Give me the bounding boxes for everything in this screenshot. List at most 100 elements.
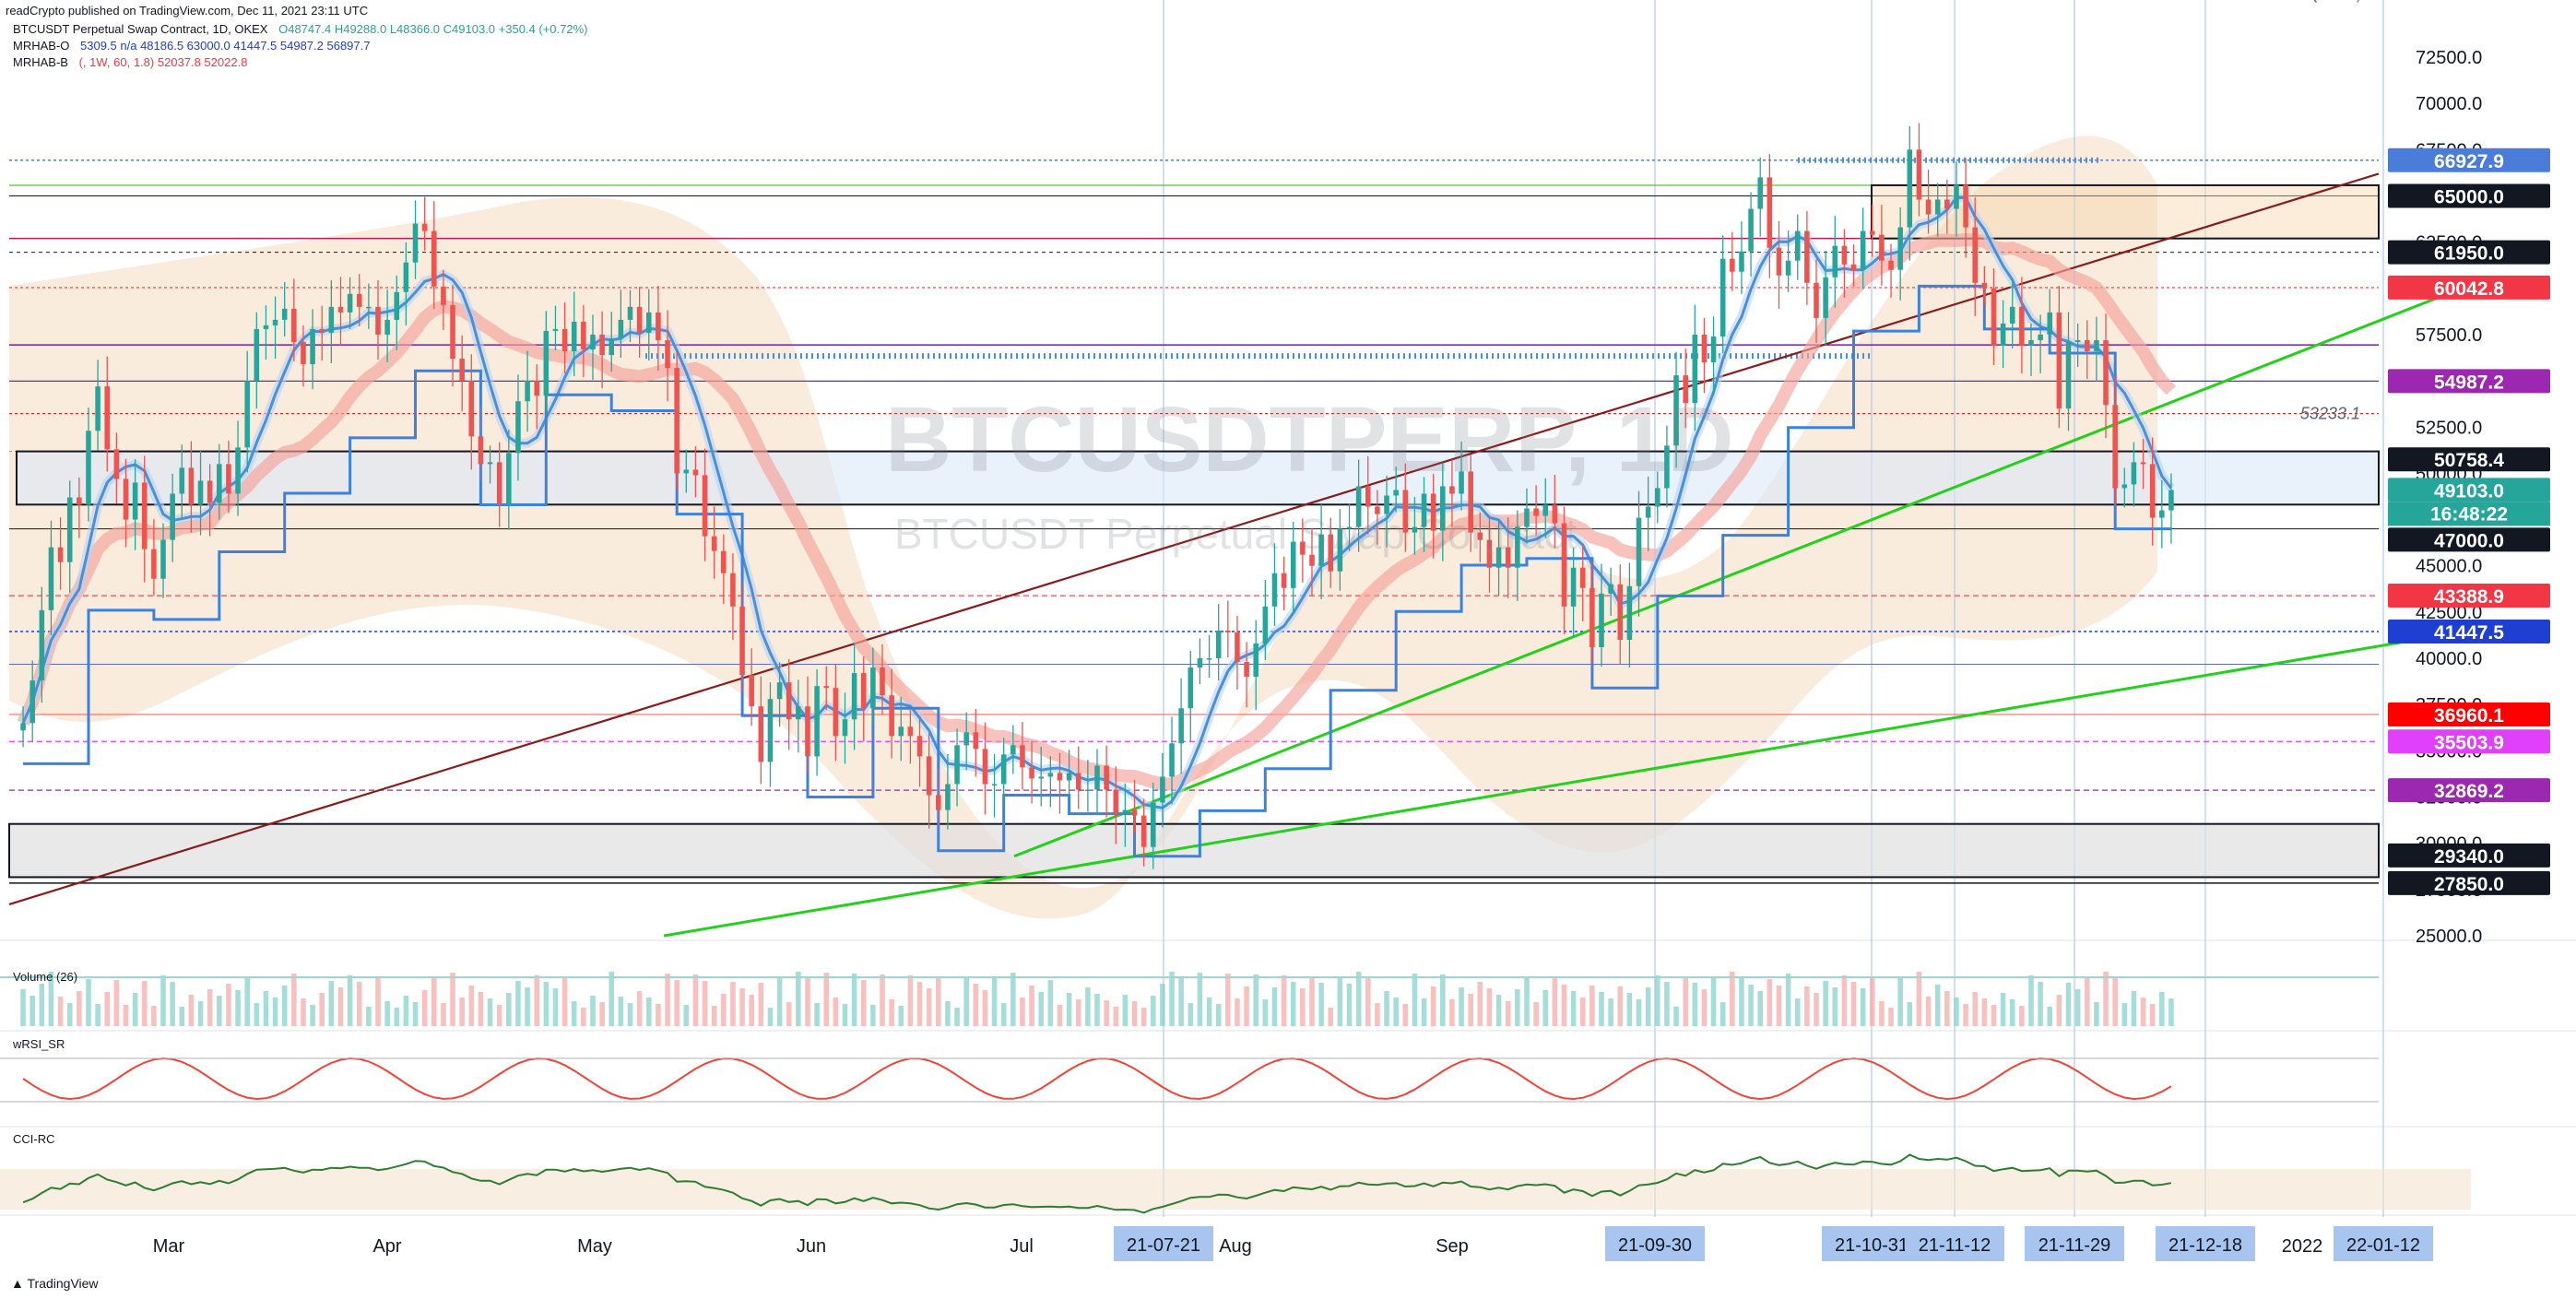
candle-body xyxy=(1402,490,1409,533)
volume-bar xyxy=(2131,991,2137,1026)
volume-bar xyxy=(1169,972,1175,1026)
candles xyxy=(20,123,2174,869)
volume-bar xyxy=(823,973,830,1026)
candle-body xyxy=(1991,288,1997,346)
candle-body xyxy=(1505,547,1511,568)
candle-body xyxy=(590,334,596,349)
candle-body xyxy=(1701,334,1707,363)
price-label-text: 65000.0 xyxy=(2434,186,2504,207)
volume-bar xyxy=(1944,991,1950,1026)
volume-bar xyxy=(1235,998,1240,1026)
volume-bar xyxy=(796,972,801,1026)
candle-body xyxy=(1850,264,1857,270)
volume-bar xyxy=(48,972,54,1026)
candle-body xyxy=(1832,245,1838,278)
volume-bar xyxy=(1328,1008,1334,1026)
price-label-text: 49103.0 xyxy=(2434,480,2504,502)
candle-body xyxy=(1253,644,1258,678)
symbol-legend[interactable]: BTCUSDT Perpetual Swap Contract, 1D, OKE… xyxy=(13,22,596,36)
candle-body xyxy=(1570,567,1577,607)
volume-bar xyxy=(590,996,596,1026)
highlighted-date-label: 21-11-29 xyxy=(2038,1235,2111,1256)
volume-bar xyxy=(1468,994,1473,1026)
volume-bar xyxy=(1140,1008,1147,1026)
volume-bar xyxy=(1907,1002,1913,1026)
volume-bar xyxy=(337,987,344,1026)
volume-bar xyxy=(515,981,521,1026)
volume-bar xyxy=(487,998,493,1026)
candle-body xyxy=(132,482,138,520)
highlighted-date-label: 22-01-12 xyxy=(2346,1235,2420,1256)
candle-body xyxy=(805,706,810,757)
candle-body xyxy=(1029,767,1034,779)
candle-body xyxy=(1262,606,1269,644)
level-value-label: (51187.6) xyxy=(2314,0,2360,3)
candle-body xyxy=(1057,773,1063,781)
volume-bar xyxy=(141,981,148,1026)
volume-bar xyxy=(1440,974,1446,1026)
volume-bar xyxy=(721,994,727,1026)
price-label-text: 66927.9 xyxy=(2434,151,2504,172)
volume-bar xyxy=(1290,982,1296,1026)
source-line: readCrypto published on TradingView.com,… xyxy=(6,4,369,18)
candle-body xyxy=(2149,464,2156,518)
candle-body xyxy=(1579,567,1586,588)
candle-body xyxy=(1972,227,1978,283)
price-label-box xyxy=(2388,620,2550,644)
price-label-box xyxy=(2388,275,2550,300)
watermark-ticker: BTCUSDTPERP, 1D xyxy=(885,388,1734,491)
volume-bar xyxy=(945,1001,951,1026)
volume-bar xyxy=(1552,978,1558,1026)
candle-body xyxy=(1925,199,1932,215)
volume-bar xyxy=(1029,986,1034,1026)
candle-body xyxy=(1757,177,1764,209)
watermark-description: BTCUSDT Perpetual Swap Contract xyxy=(894,510,1578,558)
volume-bar xyxy=(1215,1004,1222,1026)
volume-bar xyxy=(1767,979,1773,1026)
candle-body xyxy=(543,330,549,396)
time-axis-label: Apr xyxy=(372,1236,401,1257)
volume-bar xyxy=(2121,1003,2128,1026)
candle-body xyxy=(1131,809,1138,816)
volume-bar xyxy=(1375,1003,1380,1026)
candle-body xyxy=(1169,743,1175,777)
candle-body xyxy=(823,686,830,689)
volume-bar xyxy=(1495,995,1502,1026)
volume-bar xyxy=(2094,1002,2099,1026)
volume-bar xyxy=(1589,986,1595,1026)
volume-bar xyxy=(1850,982,1857,1026)
candle-body xyxy=(1430,493,1436,531)
candle-body xyxy=(1375,506,1380,514)
candle-body xyxy=(880,667,885,696)
candle-body xyxy=(207,480,213,503)
volume-bar xyxy=(1094,994,1100,1026)
indicator-legend-mrhab-o[interactable]: MRHAB-O 5309.5 n/a 48186.5 63000.0 41447… xyxy=(13,39,377,53)
candle-body xyxy=(2131,462,2137,485)
volume-bar xyxy=(506,993,512,1026)
candle-body xyxy=(645,312,652,333)
panel-title: wRSI_SR xyxy=(12,1037,65,1051)
volume-bar xyxy=(319,993,325,1026)
volume-bar xyxy=(207,989,213,1026)
indicator-legend-mrhab-b[interactable]: MRHAB-B (, 1W, 60, 1.8) 52037.8 52022.8 xyxy=(13,55,254,69)
volume-bar xyxy=(1449,999,1455,1026)
candle-body xyxy=(66,497,73,562)
candle-body xyxy=(1290,541,1296,588)
volume-bar xyxy=(1318,983,1324,1026)
price-label-text: 43388.9 xyxy=(2434,586,2504,608)
volume-bar xyxy=(776,977,783,1026)
candle-body xyxy=(226,464,231,494)
volume-bar xyxy=(636,991,643,1026)
cci-band xyxy=(0,1169,2471,1210)
volume-bar xyxy=(1010,973,1016,1026)
price-label-box xyxy=(2388,584,2550,608)
volume-bar xyxy=(2028,975,2034,1026)
candle-body xyxy=(889,695,894,737)
volume-bar xyxy=(851,974,857,1026)
volume-bar xyxy=(170,982,175,1026)
price-tick-label: 70000.0 xyxy=(2416,94,2482,114)
highlighted-date-box xyxy=(1905,1226,2004,1261)
volume-bar xyxy=(1841,975,1848,1026)
volume-bar xyxy=(1636,999,1642,1026)
